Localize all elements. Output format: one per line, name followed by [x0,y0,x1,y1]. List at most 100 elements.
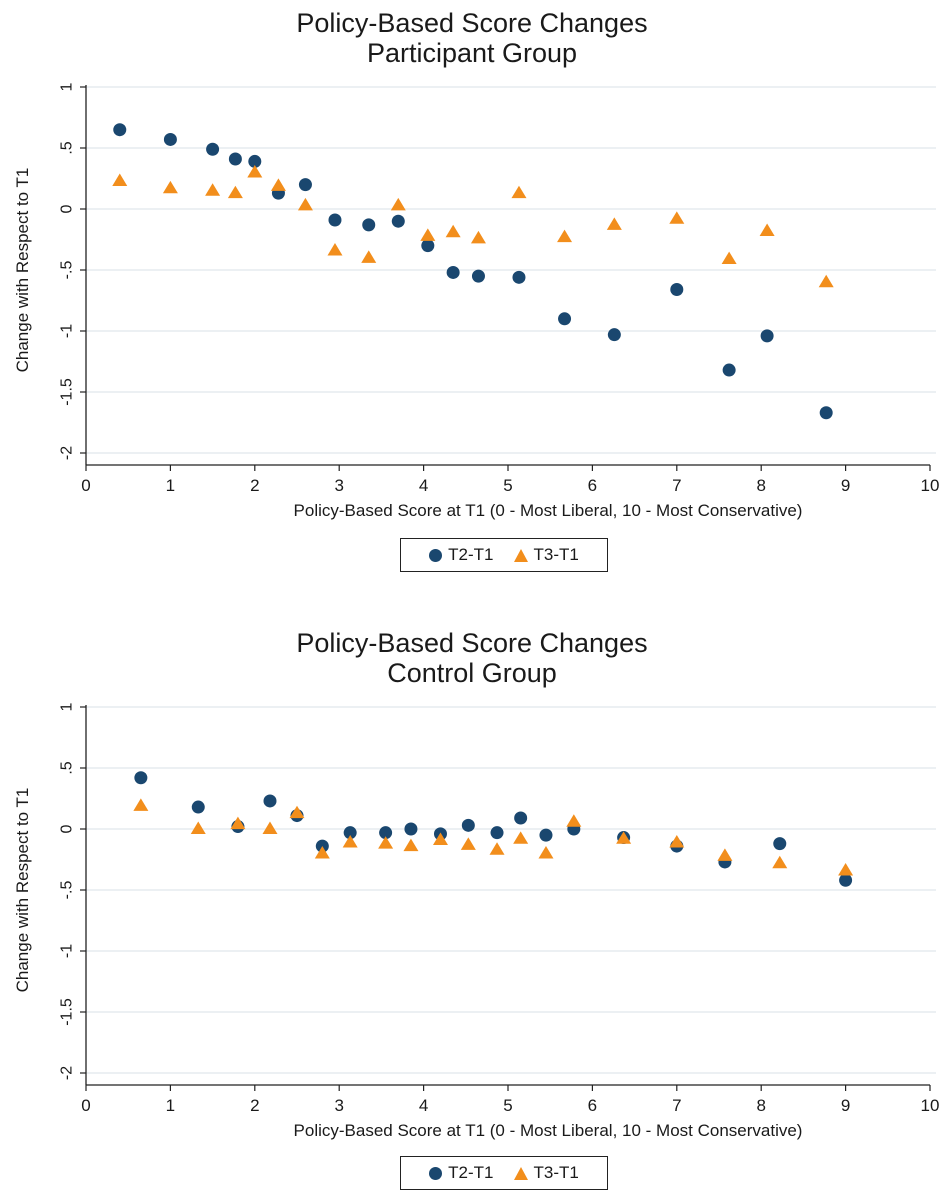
t2-t1-point [404,822,418,836]
t3-t1-point [327,243,343,256]
legend-item-t3: T3-T1 [513,545,579,565]
t3-t1-point [470,230,486,244]
t2-t1-point [362,218,376,232]
legend-item-t2: T2-T1 [429,1163,494,1183]
t2-t1-point [819,406,833,420]
chart-title: Policy-Based Score Changes [296,628,648,658]
x-tick-label: 1 [166,476,175,495]
t2-t1-point [298,178,312,192]
t3-t1-point [538,845,554,859]
triangle-marker-icon [513,548,528,562]
t2-t1-point [228,152,242,166]
t2-t1-point [773,837,787,851]
t3-t1-point [205,183,221,196]
t2-t1-point [722,363,736,377]
t3-t1-point [314,845,330,859]
t3-t1-point [361,250,377,263]
t3-t1-point [432,832,448,846]
t2-t1-point [134,771,148,785]
t3-t1-point [112,173,128,186]
x-tick-label: 6 [588,1096,597,1115]
x-tick-label: 1 [166,1096,175,1115]
legend-label: T3-T1 [533,1163,579,1182]
x-tick-label: 4 [419,476,428,495]
legend-label: T3-T1 [533,545,579,564]
t3-t1-point [721,251,737,265]
t2-t1-point [607,328,621,342]
t3-t1-point [511,185,527,199]
t3-t1-point [227,185,243,199]
x-tick-label: 8 [756,1096,765,1115]
x-tick-label: 0 [81,476,90,495]
t2-t1-point [670,283,684,297]
t2-t1-point [760,329,774,343]
circle-marker-icon [429,1166,443,1180]
triangle-marker-icon [513,1166,528,1180]
x-tick-label: 6 [588,476,597,495]
t2-t1-point [379,826,393,840]
x-tick-label: 7 [672,1096,681,1115]
y-tick-label: 0 [59,204,76,213]
t2-t1-point [328,213,342,227]
t3-t1-point [818,274,834,288]
y-tick-label: -.5 [59,261,76,280]
t3-t1-point [460,837,476,850]
t3-t1-point [162,180,178,194]
t3-t1-point [489,842,505,855]
legend-label: T2-T1 [448,1163,494,1182]
chart-legend: T2-T1 T3-T1 [400,538,608,572]
t3-t1-point [403,838,419,852]
t3-t1-point [669,211,685,224]
t3-t1-point [566,814,582,827]
t3-t1-point [557,229,573,243]
t2-t1-point [421,239,435,253]
t2-t1-point [558,312,572,326]
chart-legend: T2-T1 T3-T1 [400,1156,608,1190]
chart-subtitle: Participant Group [366,38,578,68]
t3-t1-point [342,834,358,848]
t2-t1-point [446,265,460,279]
t3-t1-point [772,855,788,869]
y-tick-label: -.5 [59,881,76,900]
t2-t1-point [206,142,220,156]
t2-t1-point [512,270,526,284]
control-chart-panel: Policy-Based Score Changes Control Group… [0,620,944,1192]
t2-t1-point [263,794,277,808]
t2-t1-point [839,873,853,887]
y-tick-label: -1.5 [59,998,76,1026]
t2-t1-point [163,132,177,146]
x-tick-label: 9 [841,1096,850,1115]
y-tick-label: -1 [59,324,76,338]
x-tick-label: 4 [419,1096,428,1115]
t3-t1-point [289,805,305,819]
t2-t1-point [471,269,485,283]
y-tick-label: 0 [59,824,76,833]
t2-t1-point [248,154,262,168]
y-tick-label: 1 [59,82,76,91]
y-tick-label: -2 [59,446,76,460]
y-tick-label: .5 [59,761,76,774]
participant-chart-panel: Policy-Based Score Changes Participant G… [13,8,940,572]
x-tick-label: 10 [921,1096,940,1115]
x-axis-label: Policy-Based Score at T1 (0 - Most Liber… [294,501,803,520]
x-tick-label: 5 [503,1096,512,1115]
chart-title: Policy-Based Score Changes [296,8,648,38]
x-tick-label: 8 [756,476,765,495]
x-tick-label: 10 [921,476,940,495]
t3-t1-point [838,863,854,876]
t2-t1-point [514,811,528,825]
t3-t1-point [390,197,406,211]
y-tick-label: 1 [59,702,76,711]
x-tick-label: 2 [250,1096,259,1115]
x-axis-label: Policy-Based Score at T1 (0 - Most Liber… [294,1121,803,1140]
t2-t1-point [113,123,127,137]
x-tick-label: 0 [81,1096,90,1115]
t3-t1-point [133,798,149,811]
t2-t1-point [343,826,357,840]
t3-t1-point [669,834,685,848]
participant-scatter-plot: 1 .5 0 -.5 -1 -1.5 -2 0 1 2 3 4 5 6 7 8 9 10 Policy-Based … [13,82,940,520]
chart-subtitle: Control Group [387,658,557,688]
t3-t1-point [759,223,775,236]
t3-t1-point [420,228,436,241]
t2-t1-point [391,214,405,228]
